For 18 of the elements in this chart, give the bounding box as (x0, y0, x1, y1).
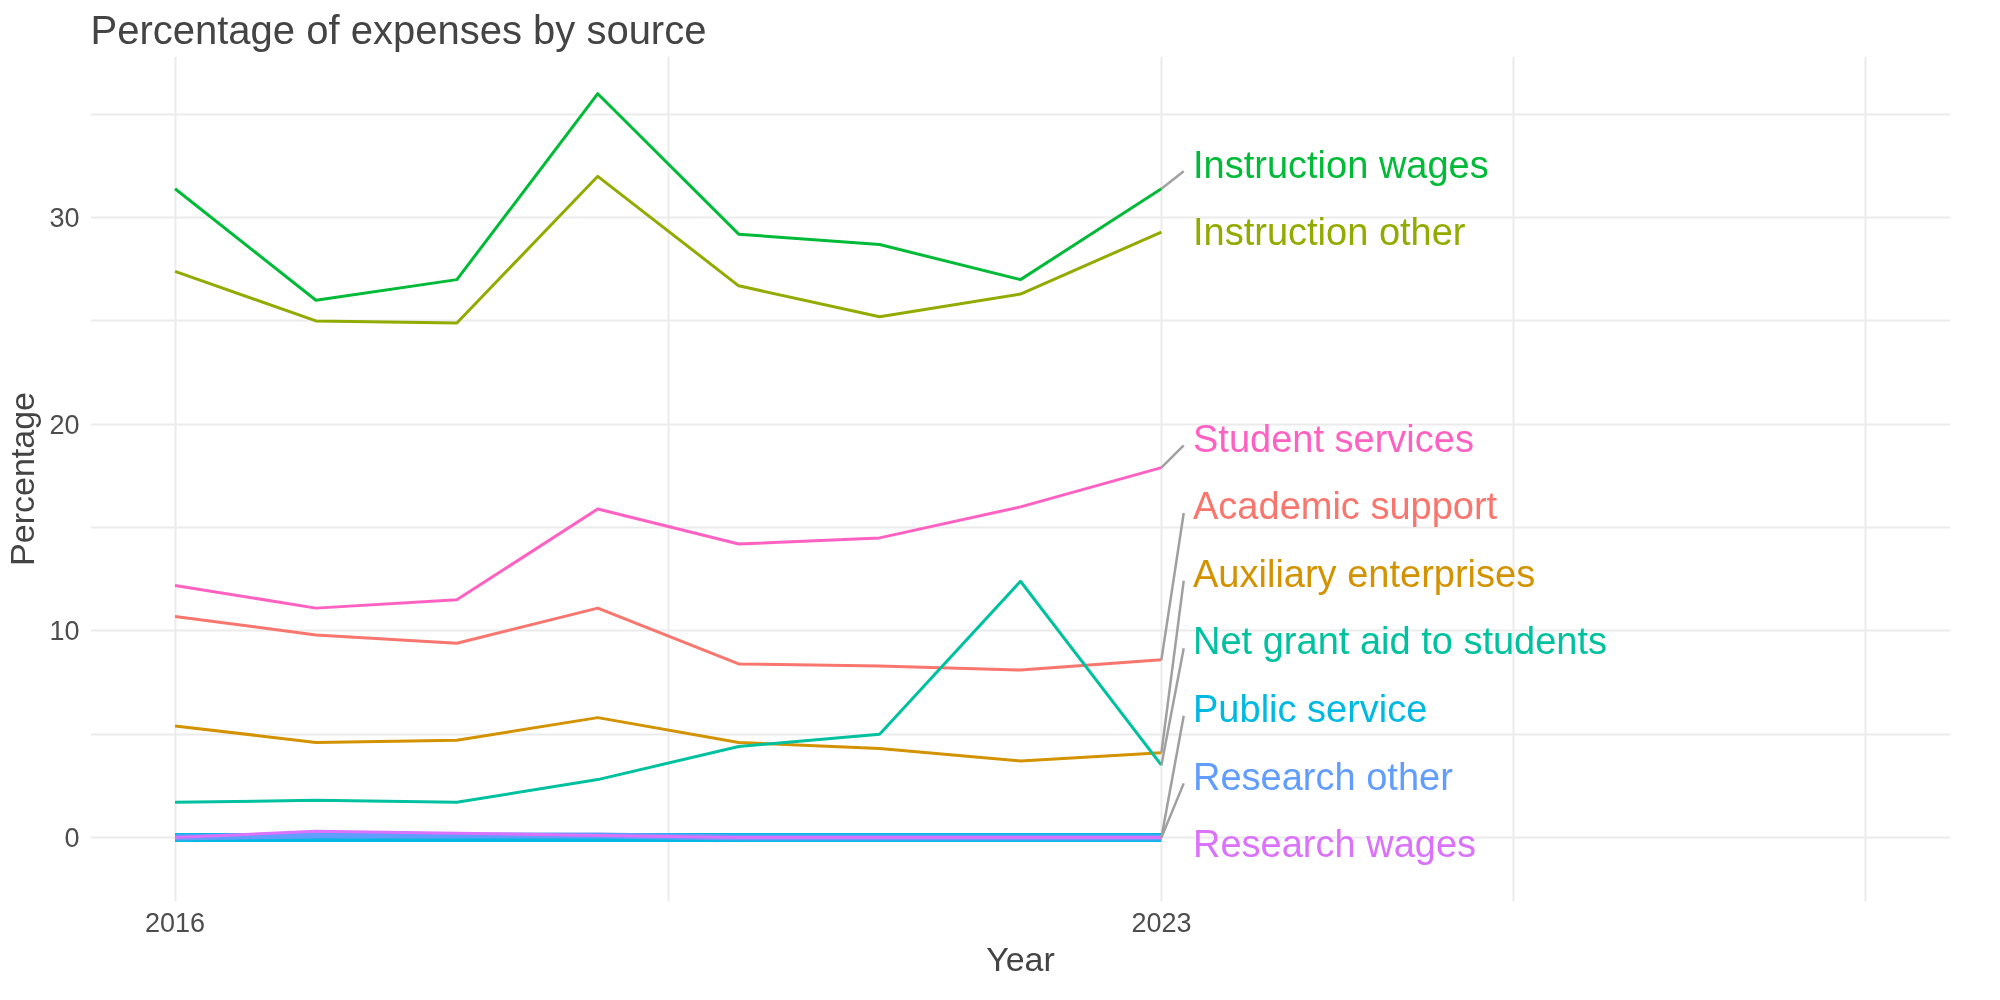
series-label: Instruction other (1193, 211, 1466, 254)
series-label: Research other (1193, 755, 1454, 798)
text: Public service (1193, 688, 1428, 731)
y-tick-label: 30 (49, 203, 80, 234)
text: Academic support (1193, 485, 1498, 528)
text: Net grant aid to students (1193, 620, 1608, 663)
y-tick-label: 0 (64, 822, 80, 853)
chart-title: Percentage of expenses by source (90, 7, 707, 52)
y-tick-label: 20 (49, 409, 80, 440)
x-tick-label: 2016 (145, 907, 206, 938)
x-tick-label: 2023 (1131, 907, 1192, 938)
series-label: Instruction wages (1193, 143, 1489, 186)
y-axis-title: Percentage (3, 392, 42, 566)
series-label: Student services (1193, 417, 1474, 460)
text: Auxiliary enterprises (1193, 552, 1536, 595)
series-label: Research wages (1193, 823, 1477, 866)
x-axis-title: Year (986, 939, 1055, 978)
y-tick-label: 10 (49, 616, 80, 647)
